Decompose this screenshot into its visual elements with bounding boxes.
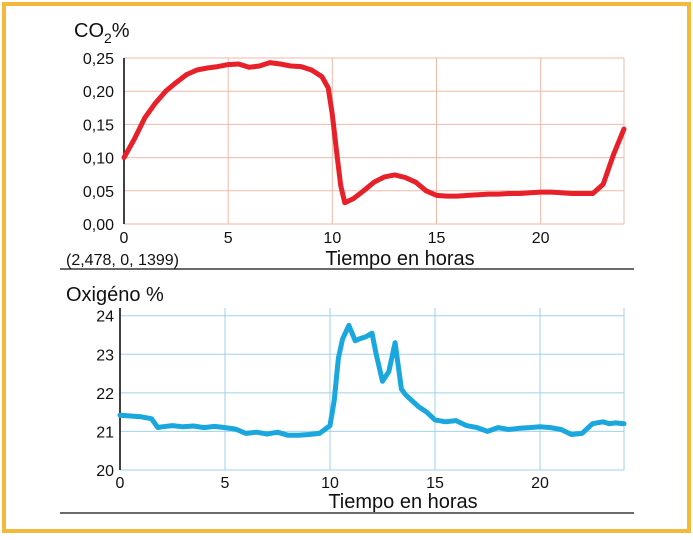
oxygen-y-tick-label: 22	[96, 386, 114, 403]
oxygen-x-tick-label: 5	[221, 475, 230, 492]
oxygen-grid	[120, 308, 625, 471]
co2-x-tick-label: 15	[428, 230, 446, 247]
co2-y-tick-label: 0,25	[83, 51, 114, 68]
co2-x-tick-label: 10	[323, 230, 341, 247]
co2-y-tick-label: 0,05	[83, 184, 114, 201]
co2-x-tick-label: 0	[120, 230, 129, 247]
co2-x-tick-label: 5	[224, 230, 233, 247]
co2-y-tick-labels: 0,00 0,05 0,10 0,15 0,20 0,25	[83, 51, 114, 234]
oxygen-y-tick-labels: 20 21 22 23 24	[96, 309, 114, 480]
oxygen-x-axis-label: Tiempo en horas	[328, 491, 477, 513]
co2-x-tick-label: 20	[532, 230, 550, 247]
oxygen-y-tick-label: 23	[96, 347, 114, 364]
co2-title-suffix: %	[112, 20, 130, 42]
oxygen-series-line	[117, 322, 627, 438]
co2-y-tick-label: 0,10	[83, 151, 114, 168]
co2-series-line	[121, 60, 627, 206]
oxygen-y-tick-label: 21	[96, 424, 114, 441]
oxygen-x-tick-label: 0	[116, 475, 125, 492]
oxygen-y-tick-label: 24	[96, 309, 114, 326]
co2-title-prefix: CO	[74, 20, 104, 42]
co2-chart-title: CO2%	[74, 20, 130, 46]
oxygen-x-tick-label: 20	[531, 475, 549, 492]
co2-x-tick-labels: 0 5 10 15 20	[120, 230, 550, 247]
co2-chart: CO2% 0,00 0,05 0,10 0,15 0,20 0,25 0 5 10 15 20 (…	[60, 20, 634, 270]
oxygen-x-tick-label: 10	[321, 475, 339, 492]
oxygen-y-tick-label: 20	[96, 463, 114, 480]
figure-border	[2, 2, 691, 533]
co2-x-axis-label: Tiempo en horas	[325, 248, 474, 270]
co2-y-tick-label: 0,00	[83, 217, 114, 234]
co2-y-tick-label: 0,20	[83, 84, 114, 101]
oxygen-chart: Oxigéno % 20 21 22 23 24 0 5 10 15 20 Tiempo en …	[60, 284, 634, 514]
co2-title-subscript: 2	[104, 30, 112, 46]
oxygen-x-tick-labels: 0 5 10 15 20	[116, 475, 549, 492]
co2-annotation: (2,478, 0, 1399)	[66, 252, 179, 269]
oxygen-x-tick-label: 15	[426, 475, 444, 492]
oxygen-chart-title: Oxigéno %	[66, 284, 164, 306]
co2-y-tick-label: 0,15	[83, 117, 114, 134]
